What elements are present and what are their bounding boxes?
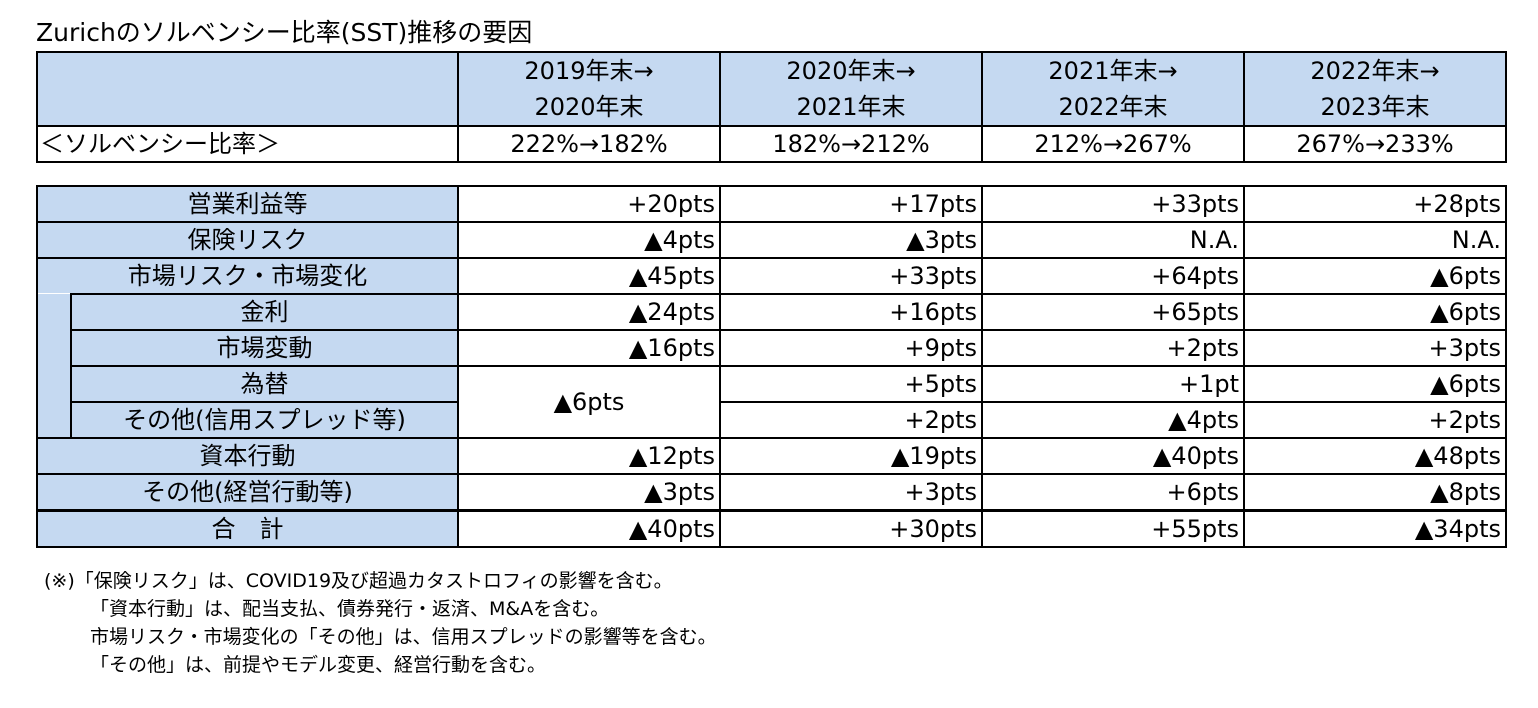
value-cell: +28pts: [1243, 185, 1507, 223]
value-cell: ▲45pts: [457, 257, 721, 295]
value-cell: ▲24pts: [457, 293, 721, 331]
value-cell: +64pts: [981, 257, 1245, 295]
table-row: その他(経営行動等) ▲3pts +3pts +6pts ▲8pts: [36, 473, 1507, 512]
table-row: 市場リスク・市場変化 ▲45pts +33pts +64pts ▲6pts: [36, 257, 1507, 295]
solvency-ratio-value: 212%→267%: [981, 125, 1245, 163]
row-label-total: 合 計: [36, 509, 459, 548]
header-table: 2019年末→ 2020年末 2020年末→ 2021年末 2021年末→ 2022年…: [36, 51, 1507, 163]
solvency-ratio-value: 222%→182%: [457, 125, 721, 163]
value-cell: +2pts: [719, 401, 983, 439]
value-cell: ▲12pts: [457, 437, 721, 475]
value-cell: ▲6pts: [1243, 293, 1507, 331]
row-label-insurance-risk: 保険リスク: [36, 221, 459, 259]
indent-spacer: [36, 330, 72, 366]
table-row: 金利 ▲24pts +16pts +65pts ▲6pts: [36, 293, 1507, 331]
value-cell: +1pt: [981, 365, 1245, 403]
value-cell: +3pts: [1243, 329, 1507, 367]
value-cell: N.A.: [1243, 221, 1507, 259]
factor-table: 営業利益等 +20pts +17pts +33pts +28pts 保険リスク …: [36, 185, 1507, 548]
row-label-interest-rate: 金利: [70, 293, 459, 331]
header-corner-cell: [36, 51, 459, 127]
value-cell: ▲48pts: [1243, 437, 1507, 475]
value-cell: +33pts: [719, 257, 983, 295]
value-cell: ▲16pts: [457, 329, 721, 367]
indent-spacer: [36, 402, 72, 439]
value-cell: +20pts: [457, 185, 721, 223]
table-row: 為替 ▲6pts +5pts +1pt ▲6pts: [36, 365, 1507, 439]
table-row: 保険リスク ▲4pts ▲3pts N.A. N.A.: [36, 221, 1507, 259]
value-cell: ▲6pts: [1243, 257, 1507, 295]
value-cell: ▲4pts: [457, 221, 721, 259]
table-row: 資本行動 ▲12pts ▲19pts ▲40pts ▲48pts: [36, 437, 1507, 475]
value-cell: +55pts: [981, 509, 1245, 548]
row-label-market-risk: 市場リスク・市場変化: [36, 257, 459, 294]
value-cell: +33pts: [981, 185, 1245, 223]
value-cell: ▲8pts: [1243, 473, 1507, 512]
row-label-operating-profit: 営業利益等: [36, 185, 459, 223]
period-header: 2021年末→ 2022年末: [981, 51, 1245, 127]
value-cell: +2pts: [1243, 401, 1507, 439]
row-label-capital-actions: 資本行動: [36, 437, 459, 475]
value-cell: +2pts: [981, 329, 1245, 367]
indent-spacer: [36, 294, 72, 330]
solvency-ratio-value: 267%→233%: [1243, 125, 1507, 163]
table-title: Zurichのソルベンシー比率(SST)推移の要因: [36, 18, 533, 47]
value-cell: +3pts: [719, 473, 983, 512]
value-cell: ▲3pts: [457, 473, 721, 512]
value-cell: +65pts: [981, 293, 1245, 331]
merged-value-cell: ▲6pts: [457, 365, 721, 439]
value-cell: +5pts: [719, 365, 983, 403]
table-row: 市場変動 ▲16pts +9pts +2pts +3pts: [36, 329, 1507, 367]
value-cell: ▲40pts: [457, 509, 721, 548]
row-label-fx: 為替: [70, 365, 459, 403]
value-cell: +30pts: [719, 509, 983, 548]
row-label-market-movement: 市場変動: [70, 329, 459, 367]
indent-spacer: [36, 366, 72, 402]
footnote: 「資本行動」は、配当支払、債券発行・返済、M&Aを含む。: [90, 598, 610, 620]
footnote: 「その他」は、前提やモデル変更、経営行動を含む。: [90, 654, 547, 676]
value-cell: +6pts: [981, 473, 1245, 512]
table-row-total: 合 計 ▲40pts +30pts +55pts ▲34pts: [36, 509, 1507, 548]
value-cell: +9pts: [719, 329, 983, 367]
period-header: 2022年末→ 2023年末: [1243, 51, 1507, 127]
value-cell: ▲40pts: [981, 437, 1245, 475]
value-cell: N.A.: [981, 221, 1245, 259]
value-cell: +16pts: [719, 293, 983, 331]
footnote: 市場リスク・市場変化の「その他」は、信用スプレッドの影響等を含む。: [90, 626, 717, 648]
footnote: (※)「保険リスク」は、COVID19及び超過カタストロフィの影響を含む。: [44, 570, 673, 592]
period-header: 2020年末→ 2021年末: [719, 51, 983, 127]
row-label-other-management: その他(経営行動等): [36, 473, 459, 512]
value-cell: ▲3pts: [719, 221, 983, 259]
footnotes: (※)「保険リスク」は、COVID19及び超過カタストロフィの影響を含む。 「資…: [44, 567, 717, 679]
value-cell: ▲34pts: [1243, 509, 1507, 548]
value-cell: ▲6pts: [1243, 365, 1507, 403]
solvency-ratio-value: 182%→212%: [719, 125, 983, 163]
row-label-other-credit: その他(信用スプレッド等): [70, 401, 459, 439]
table-row: 営業利益等 +20pts +17pts +33pts +28pts: [36, 185, 1507, 223]
table-row: その他(信用スプレッド等) +2pts ▲4pts +2pts: [36, 401, 1507, 439]
value-cell: ▲4pts: [981, 401, 1245, 439]
value-cell: +17pts: [719, 185, 983, 223]
solvency-ratio-label: ＜ソルベンシー比率＞: [36, 125, 459, 163]
value-cell: ▲19pts: [719, 437, 983, 475]
period-header: 2019年末→ 2020年末: [457, 51, 721, 127]
